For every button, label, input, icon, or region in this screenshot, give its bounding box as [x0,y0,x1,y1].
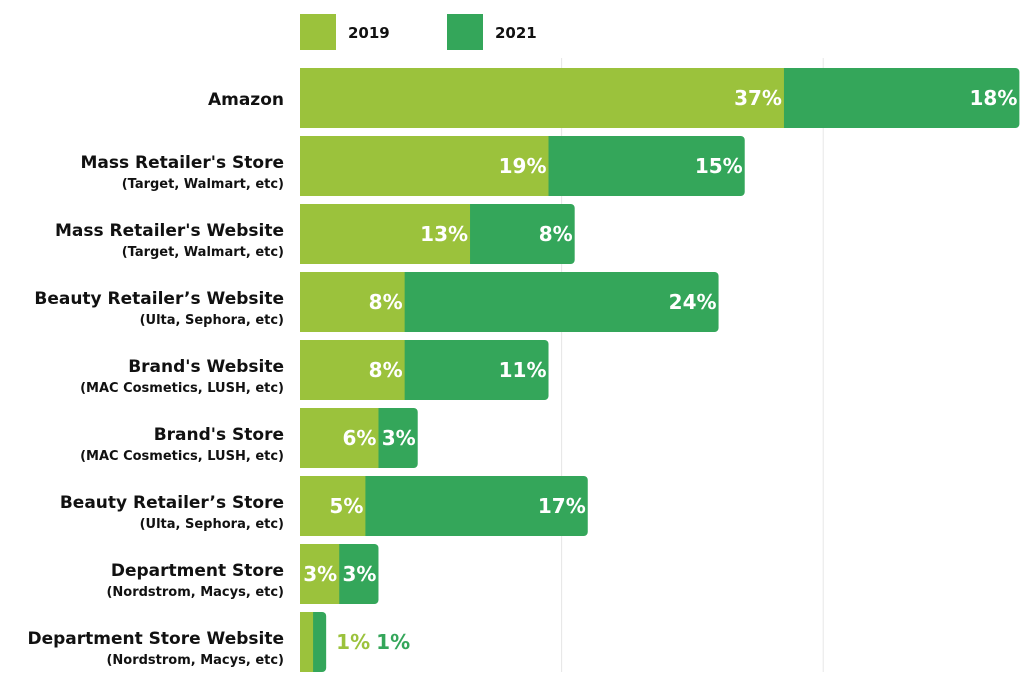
bar-2019 [300,204,471,264]
bars: 37% 18%19% 15%13% 8%8% 24%8% 11%6% 3%5% 17%3% 3%… [300,68,1020,672]
category-sublabel: (Ulta, Sephora, etc) [140,517,284,532]
value-label-2021: 3% [382,426,416,450]
bar-2019 [300,272,405,332]
bar-2019 [300,136,549,196]
category-label: Department Store [111,561,284,581]
category-label: Mass Retailer's Store [80,153,284,173]
legend-label-2019: 2019 [348,24,390,42]
value-label-2021: 1% [376,630,410,654]
value-label-2019: 13% [420,222,468,246]
category-label: Department Store Website [27,629,284,649]
value-label-2019: 37% [734,86,782,110]
value-label-2019: 1% [336,630,370,654]
bar-2019 [300,68,784,128]
value-label-2019: 3% [303,562,337,586]
bar-2019 [300,340,405,400]
value-label-2019: 5% [329,494,363,518]
value-label-2019: 8% [369,358,403,382]
category-sublabel: (MAC Cosmetics, LUSH, etc) [80,381,284,396]
category-sublabel: (Ulta, Sephora, etc) [140,313,284,328]
value-label-2019: 19% [499,154,547,178]
category-labels: Amazon Mass Retailer's Store (Target, Walm… [27,90,284,668]
value-label-2019: 6% [343,426,377,450]
value-label-2021: 11% [499,358,547,382]
legend: 2019 2021 [300,14,537,50]
category-sublabel: (Target, Walmart, etc) [122,245,284,260]
category-label: Amazon [208,90,284,110]
value-label-2021: 3% [343,562,377,586]
category-sublabel: (Target, Walmart, etc) [122,177,284,192]
value-label-2021: 24% [669,290,717,314]
category-label: Brand's Website [128,357,284,377]
category-sublabel: (MAC Cosmetics, LUSH, etc) [80,449,284,464]
category-sublabel: (Nordstrom, Macys, etc) [106,653,284,668]
category-label: Mass Retailer's Website [55,221,284,241]
value-label-2019: 8% [369,290,403,314]
bar-2019 [300,408,379,468]
legend-swatch-2021 [447,14,483,50]
legend-label-2021: 2021 [495,24,537,42]
bar-2019 [300,544,340,604]
category-label: Beauty Retailer’s Store [60,493,284,513]
bar-2019 [300,476,366,536]
category-label: Beauty Retailer’s Website [34,289,284,309]
value-label-2021: 18% [970,86,1018,110]
category-sublabel: (Nordstrom, Macys, etc) [106,585,284,600]
value-label-2021: 15% [695,154,743,178]
legend-swatch-2019 [300,14,336,50]
bar-2019 [300,612,314,672]
value-label-2021: 17% [538,494,586,518]
value-label-2021: 8% [539,222,573,246]
bar-2021 [300,476,588,536]
category-label: Brand's Store [154,425,284,445]
